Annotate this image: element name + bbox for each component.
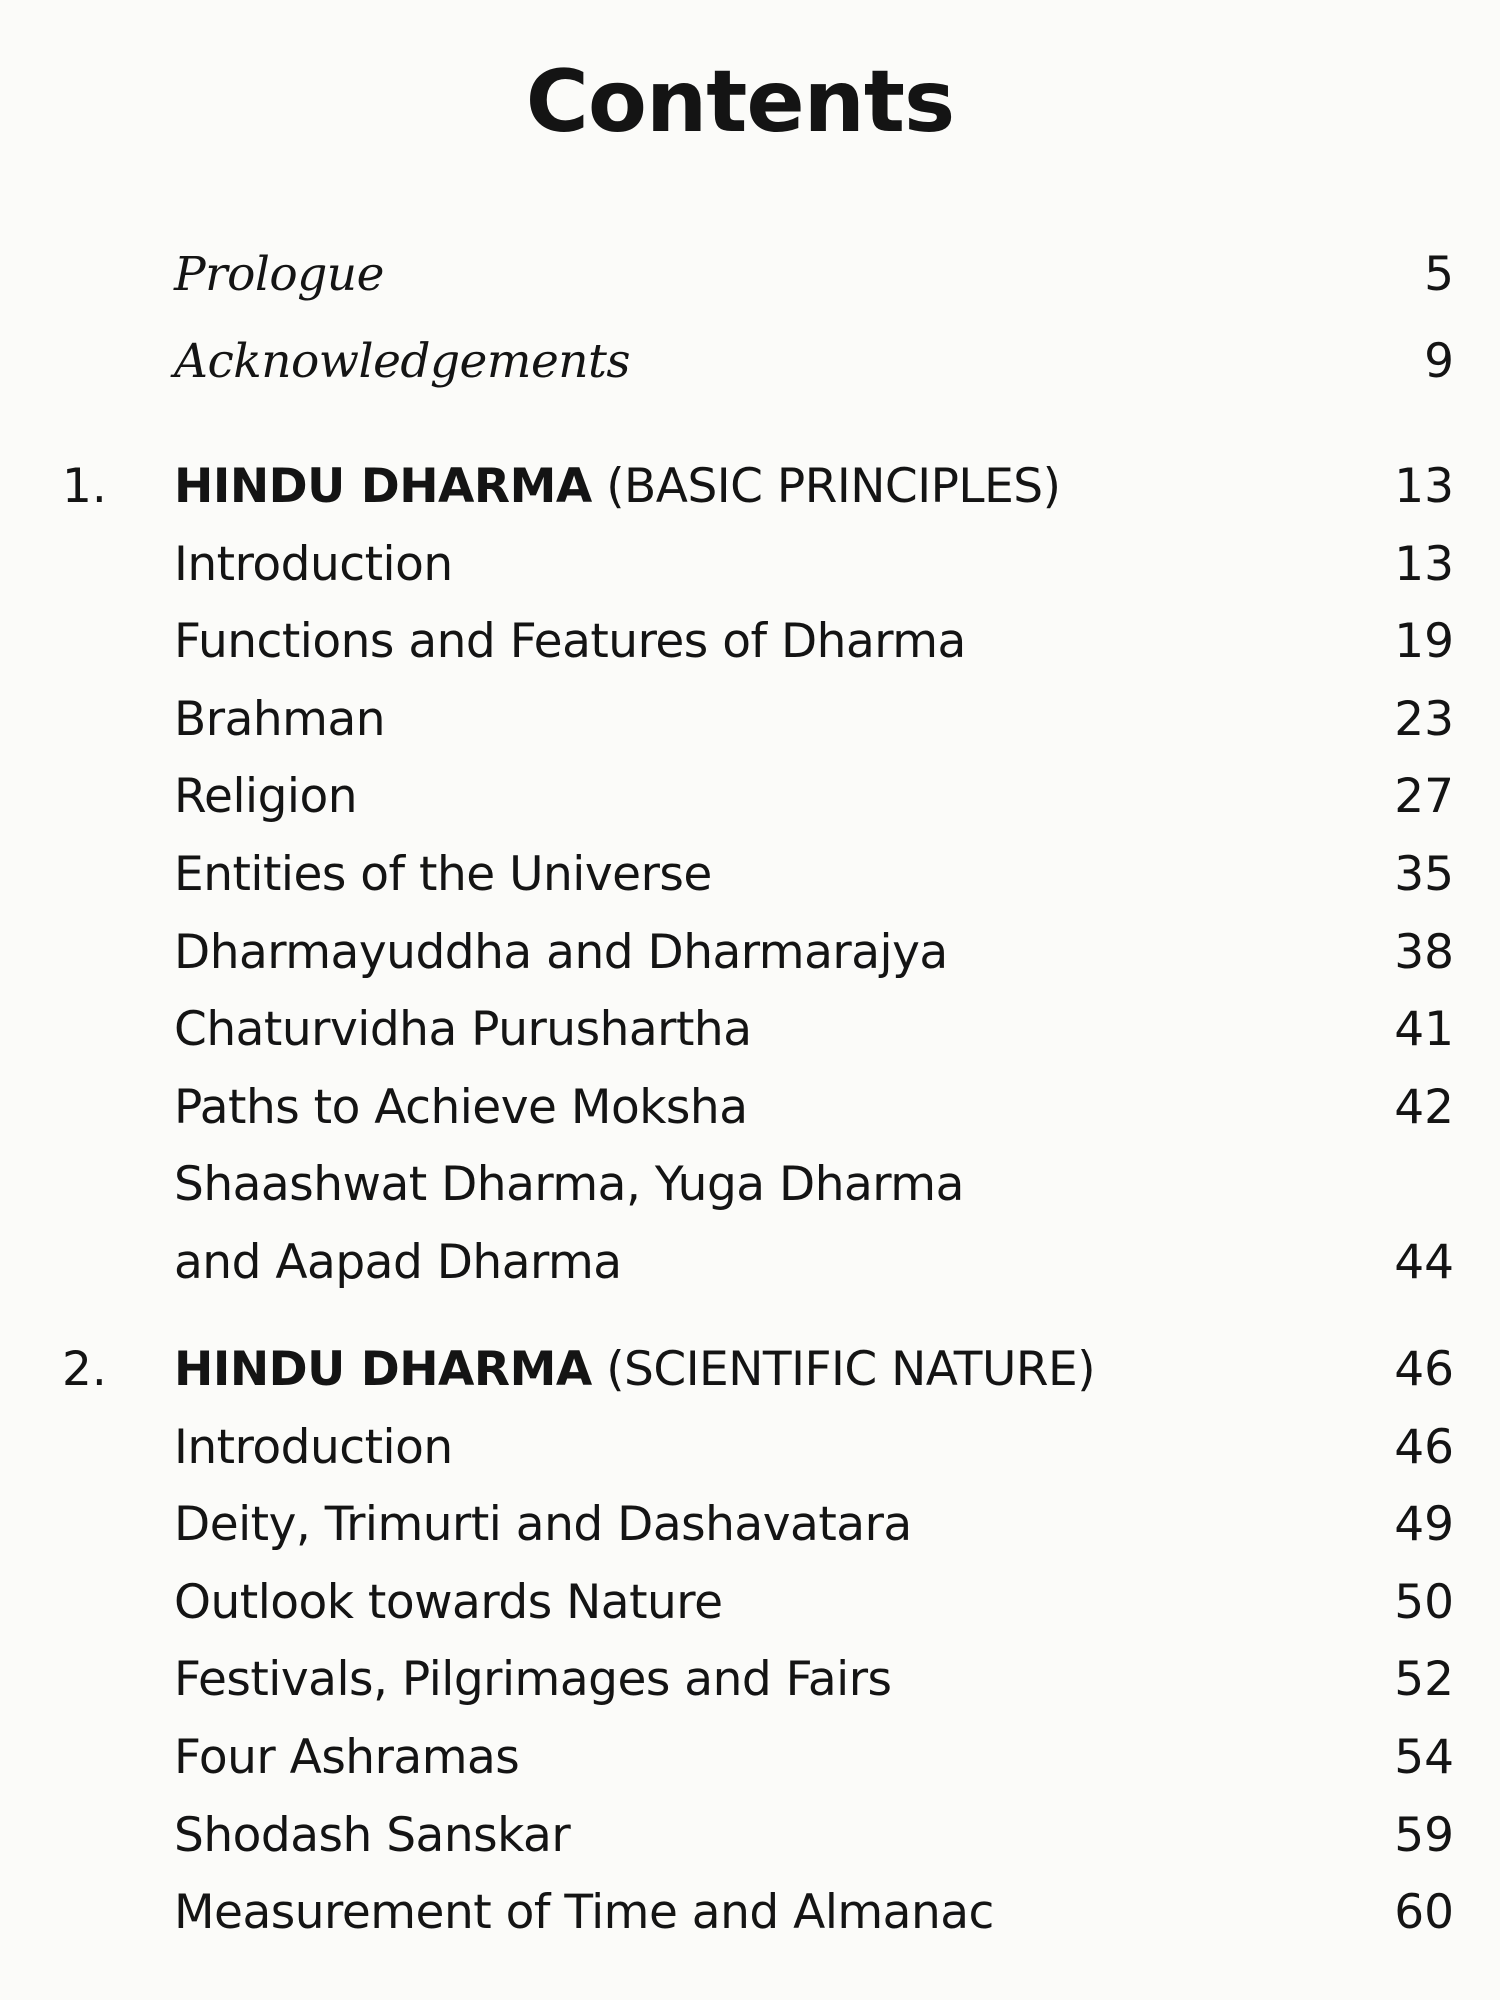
toc-entry[interactable]: Religion 27	[0, 762, 1500, 832]
page-number: 27	[1394, 769, 1454, 825]
entry-title: Functions and Features of Dharma	[174, 614, 966, 670]
entry-title: Festivals, Pilgrimages and Fairs	[174, 1652, 892, 1708]
chapter-title-bold: HINDU DHARMA	[174, 459, 592, 514]
toc-entry[interactable]: and Aapad Dharma 44	[0, 1228, 1500, 1298]
chapter-title: HINDU DHARMA (SCIENTIFIC NATURE)	[174, 1335, 1096, 1405]
entry-title: Prologue	[174, 247, 384, 302]
entry-title: Religion	[174, 769, 358, 825]
entry-title: Introduction	[174, 1419, 453, 1475]
page-number: 13	[1394, 459, 1454, 514]
toc-entry[interactable]: Shaashwat Dharma, Yuga Dharma	[0, 1150, 1500, 1220]
toc-entry[interactable]: Measurement of Time and Almanac 60	[0, 1878, 1500, 1948]
chapter-number: 1.	[62, 459, 107, 514]
toc-entry[interactable]: Introduction 46	[0, 1413, 1500, 1483]
page-number: 38	[1394, 924, 1454, 980]
page-number: 41	[1394, 1002, 1454, 1058]
page-title: Contents	[525, 52, 955, 152]
page-number: 42	[1394, 1079, 1454, 1135]
toc-entry[interactable]: Outlook towards Nature 50	[0, 1568, 1500, 1638]
entry-title: Dharmayuddha and Dharmarajya	[174, 924, 948, 980]
chapter-heading[interactable]: 2. HINDU DHARMA (SCIENTIFIC NATURE) 46	[0, 1335, 1500, 1405]
toc-entry[interactable]: Functions and Features of Dharma 19	[0, 607, 1500, 677]
toc-entry[interactable]: Acknowledgements 9	[0, 327, 1500, 397]
entry-title: Entities of the Universe	[174, 847, 712, 902]
page-number: 5	[1424, 247, 1454, 302]
page-number: 60	[1394, 1885, 1454, 1941]
page-number: 13	[1394, 536, 1454, 592]
page-number: 49	[1394, 1497, 1454, 1553]
entry-title: Shaashwat Dharma, Yuga Dharma	[174, 1157, 964, 1213]
page-number: 9	[1424, 334, 1454, 389]
chapter-heading[interactable]: 1. HINDU DHARMA (BASIC PRINCIPLES) 13	[0, 452, 1500, 522]
entry-title: Paths to Achieve Moksha	[174, 1079, 748, 1135]
toc-entry[interactable]: Festivals, Pilgrimages and Fairs 52	[0, 1645, 1500, 1715]
page-number: 19	[1394, 614, 1454, 670]
chapter-number: 2.	[62, 1342, 107, 1397]
entry-title: Outlook towards Nature	[174, 1574, 723, 1630]
toc-entry[interactable]: Deity, Trimurti and Dashavatara 49	[0, 1490, 1500, 1560]
entry-title: and Aapad Dharma	[174, 1235, 622, 1290]
entry-title: Deity, Trimurti and Dashavatara	[174, 1497, 912, 1553]
toc-entry[interactable]: Brahman 23	[0, 685, 1500, 755]
toc-entry[interactable]: Entities of the Universe 35	[0, 840, 1500, 910]
toc-entry[interactable]: Shodash Sanskar 59	[0, 1801, 1500, 1871]
entry-title: Introduction	[174, 536, 453, 592]
toc-entry[interactable]: Paths to Achieve Moksha 42	[0, 1073, 1500, 1143]
chapter-title-bold: HINDU DHARMA	[174, 1342, 592, 1397]
entry-title: Measurement of Time and Almanac	[174, 1885, 994, 1941]
toc-entry[interactable]: Prologue 5	[0, 240, 1500, 310]
page-number: 23	[1394, 691, 1454, 747]
entry-title: Brahman	[174, 691, 386, 747]
toc-entry[interactable]: Dharmayuddha and Dharmarajya 38	[0, 918, 1500, 988]
page-number: 50	[1394, 1574, 1454, 1630]
entry-title: Shodash Sanskar	[174, 1807, 571, 1863]
entry-title: Chaturvidha Purushartha	[174, 1002, 752, 1058]
toc-entry[interactable]: Four Ashramas 54	[0, 1723, 1500, 1793]
chapter-subtitle: (BASIC PRINCIPLES)	[591, 459, 1061, 514]
page-number: 44	[1394, 1235, 1454, 1290]
page-number: 46	[1394, 1419, 1454, 1475]
page-number: 46	[1394, 1342, 1454, 1397]
toc-entry[interactable]: Chaturvidha Purushartha 41	[0, 995, 1500, 1065]
page-number: 52	[1394, 1652, 1454, 1708]
page-number: 54	[1394, 1730, 1454, 1785]
page-number: 59	[1394, 1807, 1454, 1863]
chapter-subtitle: (SCIENTIFIC NATURE)	[591, 1342, 1096, 1397]
page-number: 35	[1394, 847, 1454, 902]
toc-entry[interactable]: Introduction 13	[0, 530, 1500, 600]
entry-title: Acknowledgements	[174, 334, 631, 389]
chapter-title: HINDU DHARMA (BASIC PRINCIPLES)	[174, 452, 1061, 522]
entry-title: Four Ashramas	[174, 1730, 520, 1785]
